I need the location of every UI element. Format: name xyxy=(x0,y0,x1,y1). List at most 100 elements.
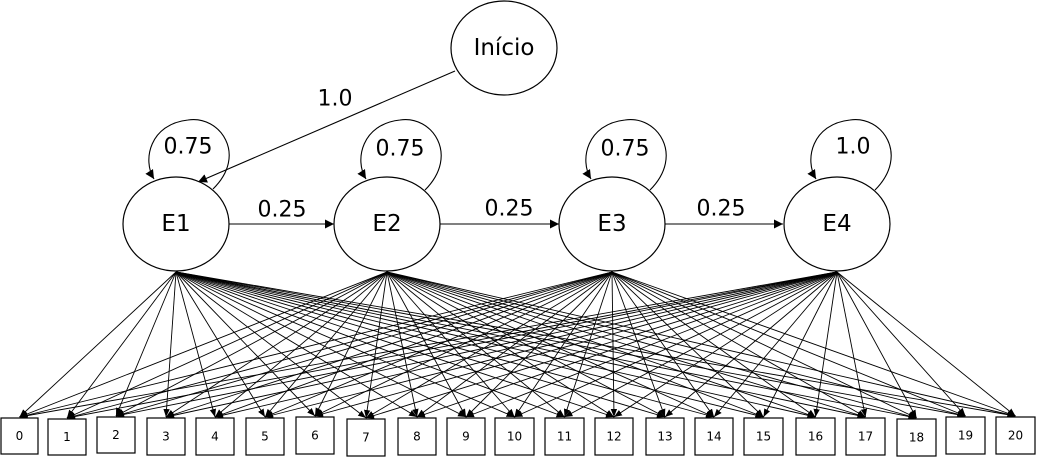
observation-box: 10 xyxy=(494,417,535,456)
emission-edge xyxy=(611,271,764,418)
observation-box: 9 xyxy=(446,417,486,456)
svg-text:15: 15 xyxy=(756,430,771,444)
transition-e2-e3: 0.25 xyxy=(440,197,559,229)
emission-edge xyxy=(836,271,917,419)
state-e1-label: E1 xyxy=(161,211,190,237)
emission-edge xyxy=(611,271,866,418)
observation-box: 4 xyxy=(195,417,235,456)
emission-edge xyxy=(416,271,613,418)
emission-edge xyxy=(836,271,1016,417)
observation-box: 19 xyxy=(945,416,986,455)
emission-edge xyxy=(264,271,613,418)
emission-edge xyxy=(613,271,838,418)
emission-edge xyxy=(175,271,467,418)
self-loop-e3-label: 0.75 xyxy=(601,137,650,162)
observation-box: 15 xyxy=(743,417,784,456)
svg-text:14: 14 xyxy=(706,430,721,444)
state-e3-label: E3 xyxy=(597,211,626,237)
svg-text:6: 6 xyxy=(311,429,319,443)
observation-box: 5 xyxy=(245,417,285,456)
emission-edge xyxy=(175,271,418,418)
self-loop-e2: 0.75 xyxy=(357,119,442,191)
observation-box: 2 xyxy=(96,416,136,454)
observation-box: 12 xyxy=(594,417,634,456)
start-edge-label: 1.0 xyxy=(318,87,353,112)
emission-edge xyxy=(19,271,838,419)
state-node-e4: E4 xyxy=(783,176,891,272)
emission-edge xyxy=(175,271,866,419)
start-node-label: Início xyxy=(474,35,535,61)
emission-edge xyxy=(314,271,613,417)
start-edge: 1.0 xyxy=(197,70,456,183)
emission-edge xyxy=(66,271,388,419)
transition-e1-e2: 0.25 xyxy=(229,198,334,229)
emission-edge xyxy=(115,271,838,418)
emission-edge xyxy=(314,271,838,417)
emission-edge xyxy=(386,271,515,418)
emission-edge xyxy=(175,271,367,419)
emission-edge xyxy=(175,271,1016,418)
emission-edge xyxy=(813,271,838,418)
emission-edge xyxy=(465,271,613,418)
emission-edge xyxy=(175,271,515,418)
svg-text:4: 4 xyxy=(211,430,219,444)
emission-edge xyxy=(165,271,613,418)
self-loop-e3: 0.75 xyxy=(582,119,667,191)
self-loop-e1-label: 0.75 xyxy=(164,135,213,160)
emission-edge xyxy=(836,271,966,417)
observation-box: 17 xyxy=(845,417,886,456)
observation-box: 1 xyxy=(47,418,87,456)
emission-edge xyxy=(175,271,666,418)
emission-edge xyxy=(115,271,613,417)
emission-edge xyxy=(611,271,666,418)
emission-edge xyxy=(175,271,266,418)
self-loop-e4: 1.0 xyxy=(807,119,892,191)
svg-text:7: 7 xyxy=(362,431,370,445)
emission-edge xyxy=(611,271,966,417)
emission-edge xyxy=(664,271,838,418)
emission-edge xyxy=(19,271,388,418)
svg-text:20: 20 xyxy=(1008,429,1023,443)
self-loop-e4-label: 1.0 xyxy=(836,135,871,160)
emission-edge xyxy=(175,271,966,418)
emission-edge xyxy=(66,271,613,420)
state-e4-label: E4 xyxy=(822,211,851,237)
emission-edge xyxy=(836,271,868,418)
emission-edge xyxy=(19,271,613,419)
svg-text:16: 16 xyxy=(808,430,823,444)
observation-box: 0 xyxy=(0,417,39,455)
svg-text:3: 3 xyxy=(162,430,170,444)
emission-edge xyxy=(214,271,388,418)
emission-edge xyxy=(175,271,816,419)
transition-e2-e3-label: 0.25 xyxy=(485,197,534,222)
emission-edge xyxy=(175,271,565,418)
emission-edge xyxy=(264,271,838,419)
emission-edge xyxy=(314,271,388,417)
emission-edge xyxy=(175,271,316,417)
emission-edge xyxy=(386,271,917,419)
observation-box: 7 xyxy=(346,418,386,457)
emission-edge xyxy=(175,271,615,418)
state-node-e1: E1 xyxy=(122,176,230,272)
emission-edge xyxy=(610,271,618,418)
svg-text:11: 11 xyxy=(557,430,572,444)
emission-edge xyxy=(465,271,838,418)
emission-edge xyxy=(611,271,1016,417)
emission-edge xyxy=(365,271,838,419)
observation-box: 20 xyxy=(995,416,1036,455)
svg-text:19: 19 xyxy=(958,429,973,443)
svg-text:5: 5 xyxy=(261,430,269,444)
emission-edge xyxy=(611,271,715,418)
emission-edge xyxy=(214,271,613,418)
emission-edge xyxy=(563,271,613,418)
observation-box: 3 xyxy=(146,417,186,456)
transition-e1-e2-label: 0.25 xyxy=(258,198,307,223)
emission-edge xyxy=(163,271,177,418)
emission-edge xyxy=(19,271,177,418)
svg-text:13: 13 xyxy=(657,430,672,444)
emission-edge xyxy=(165,271,838,419)
observation-box: 11 xyxy=(544,417,585,456)
svg-text:1: 1 xyxy=(63,430,71,444)
svg-text:2: 2 xyxy=(112,428,120,442)
